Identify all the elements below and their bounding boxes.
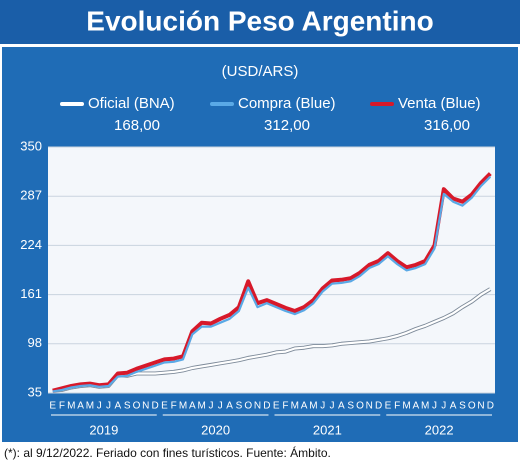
x-tick-label: M [402,401,410,412]
y-tick-label: 98 [28,335,42,350]
x-tick-label: J [208,401,213,412]
x-tick-label: E [273,401,280,412]
x-tick-label: E [161,401,168,412]
x-tick-label: M [67,401,75,412]
x-tick-label: D [263,401,270,412]
x-tick-label: S [124,401,131,412]
y-tick-label: 287 [20,188,42,203]
x-tick-label: J [330,401,335,412]
x-tick-label: A [115,401,122,412]
y-tick-label: 161 [20,286,42,301]
legend-value: 316,00 [424,117,470,134]
year-label: 2020 [201,422,230,437]
x-tick-label: M [421,401,429,412]
x-tick-label: A [226,401,233,412]
x-tick-label: J [218,401,223,412]
year-label: 2021 [313,422,342,437]
year-label: 2022 [425,422,454,437]
x-tick-label: A [413,401,420,412]
x-tick-label: O [244,401,252,412]
chart-title: Evolución Peso Argentino [86,5,433,36]
x-tick-label: D [487,401,494,412]
x-tick-label: N [366,401,373,412]
x-tick-label: A [77,401,84,412]
x-tick-label: S [347,401,354,412]
y-tick-label: 224 [20,237,42,252]
series-line [52,172,492,393]
x-tick-label: M [179,401,187,412]
x-tick-label: F [171,401,177,412]
x-tick-label: J [432,401,437,412]
x-tick-label: E [385,401,392,412]
plot-area [48,147,495,393]
x-tick-label: A [338,401,345,412]
footnote: (*): al 9/12/2022. Feriado con fines tur… [4,445,331,460]
x-tick-label: D [151,401,158,412]
x-tick-label: F [394,401,400,412]
x-tick-label: M [86,401,94,412]
legend-label: Compra (Blue) [238,95,336,112]
x-tick-label: N [142,401,149,412]
x-tick-label: M [197,401,205,412]
legend-value: 168,00 [114,117,160,134]
y-tick-label: 350 [20,138,42,153]
x-tick-label: S [459,401,466,412]
x-tick-label: F [59,401,65,412]
x-tick-label: S [236,401,243,412]
legend-label: Venta (Blue) [398,95,481,112]
y-tick-label: 35 [28,384,42,399]
legend-label: Oficial (BNA) [88,95,175,112]
x-tick-label: M [309,401,317,412]
x-tick-label: J [441,401,446,412]
x-tick-label: O [133,401,141,412]
x-tick-label: N [254,401,261,412]
series-line [52,175,492,393]
x-tick-label: O [468,401,476,412]
x-tick-label: M [291,401,299,412]
title-banner [0,0,520,44]
x-tick-label: J [97,401,102,412]
x-tick-label: J [106,401,111,412]
x-tick-label: A [301,401,308,412]
legend-value: 312,00 [264,117,310,134]
x-tick-label: O [356,401,364,412]
x-tick-label: J [320,401,325,412]
chart-subtitle: (USD/ARS) [222,63,299,80]
x-tick-label: E [49,401,56,412]
x-tick-label: A [450,401,457,412]
x-tick-label: F [282,401,288,412]
year-label: 2019 [89,422,118,437]
x-tick-label: A [189,401,196,412]
x-tick-label: N [477,401,484,412]
x-tick-label: D [375,401,382,412]
